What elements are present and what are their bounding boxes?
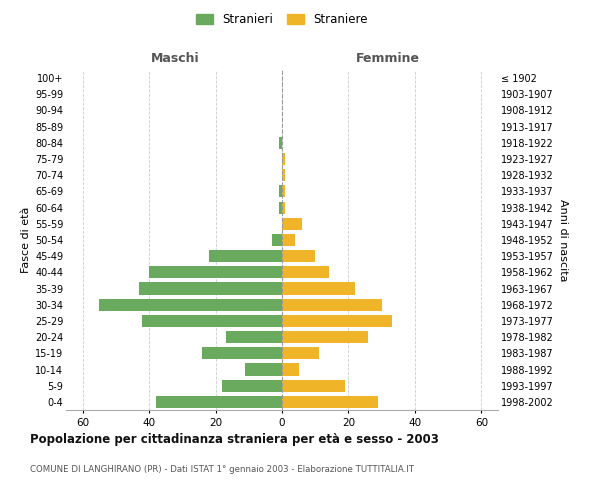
Bar [278,186,282,198]
Bar [282,250,315,262]
Bar [142,315,282,327]
Bar [282,396,379,408]
Legend: Stranieri, Straniere: Stranieri, Straniere [191,8,373,31]
Bar [222,380,282,392]
Bar [278,137,282,149]
Bar [272,234,282,246]
Bar [282,282,355,294]
Bar [282,364,299,376]
Bar [278,202,282,213]
Bar [282,218,302,230]
Bar [226,331,282,343]
Bar [282,234,295,246]
Bar [282,331,368,343]
Bar [282,186,286,198]
Bar [282,315,392,327]
Bar [149,266,282,278]
Y-axis label: Fasce di età: Fasce di età [20,207,31,273]
Bar [209,250,282,262]
Bar [139,282,282,294]
Bar [156,396,282,408]
Bar [282,348,319,360]
Bar [202,348,282,360]
Bar [282,169,286,181]
Bar [282,380,345,392]
Bar [99,298,282,311]
Text: Maschi: Maschi [151,52,200,65]
Text: Popolazione per cittadinanza straniera per età e sesso - 2003: Popolazione per cittadinanza straniera p… [30,432,439,446]
Bar [282,298,382,311]
Bar [282,202,286,213]
Bar [245,364,282,376]
Y-axis label: Anni di nascita: Anni di nascita [558,198,568,281]
Bar [282,153,286,165]
Bar [282,266,329,278]
Text: Femmine: Femmine [356,52,421,65]
Text: COMUNE DI LANGHIRANO (PR) - Dati ISTAT 1° gennaio 2003 - Elaborazione TUTTITALIA: COMUNE DI LANGHIRANO (PR) - Dati ISTAT 1… [30,465,414,474]
